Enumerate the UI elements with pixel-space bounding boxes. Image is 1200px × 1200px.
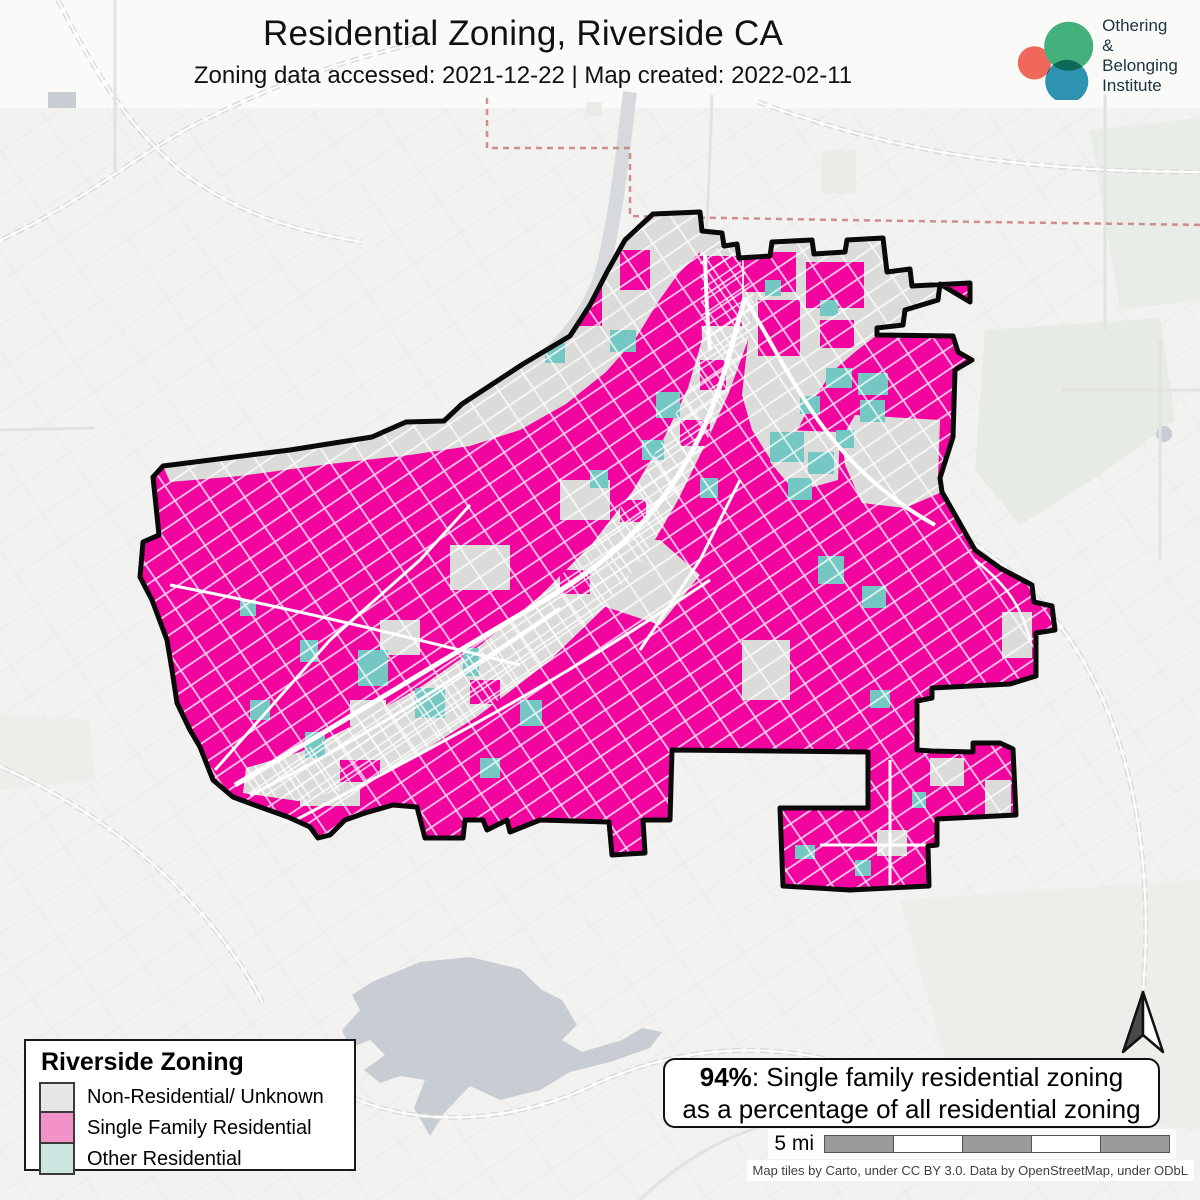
north-arrow bbox=[1116, 989, 1170, 1057]
legend-item-other-residential: Other Residential bbox=[26, 1144, 354, 1175]
scale-bar: 5 mi bbox=[768, 1129, 1176, 1159]
legend-item-non-residential: Non-Residential/ Unknown bbox=[26, 1082, 354, 1113]
map-attribution: Map tiles by Carto, under CC BY 3.0. Dat… bbox=[746, 1160, 1194, 1181]
stat-callout: 94%: Single family residential zoning as… bbox=[663, 1058, 1160, 1128]
major-roads bbox=[169, 254, 1032, 885]
scale-segment bbox=[893, 1136, 962, 1152]
legend-title: Riverside Zoning bbox=[41, 1048, 244, 1076]
legend-swatch-single-family bbox=[39, 1113, 75, 1144]
city-boundary bbox=[137, 209, 1058, 893]
logo-line-2: & Belonging bbox=[1102, 36, 1178, 75]
stat-text: : Single family residential zoning bbox=[751, 1062, 1124, 1092]
scale-segment bbox=[1100, 1136, 1169, 1152]
legend-swatch-other-residential bbox=[39, 1144, 75, 1175]
institute-logo: Othering & Belonging Institute bbox=[1006, 12, 1192, 100]
scale-label: 5 mi bbox=[774, 1132, 814, 1155]
basemap-light-band bbox=[0, 0, 1200, 108]
logo-line-3: Institute bbox=[1102, 76, 1162, 95]
north-arrow-icon bbox=[1121, 990, 1165, 1054]
legend-item-label: Non-Residential/ Unknown bbox=[87, 1086, 324, 1108]
logo-text: Othering & Belonging Institute bbox=[1102, 16, 1192, 96]
legend-item-label: Other Residential bbox=[87, 1148, 242, 1170]
stat-line-2: as a percentage of all residential zonin… bbox=[682, 1094, 1141, 1124]
legend-swatch-non-residential bbox=[39, 1082, 75, 1113]
scale-segment bbox=[1031, 1136, 1100, 1152]
venn-logo-icon bbox=[1017, 21, 1094, 100]
scale-segment bbox=[825, 1136, 893, 1152]
stat-line-1: 94%: Single family residential zoning bbox=[665, 1061, 1158, 1093]
legend-item-label: Single Family Residential bbox=[87, 1117, 312, 1139]
stat-value: 94% bbox=[699, 1062, 752, 1092]
downtown-street-grid bbox=[243, 246, 755, 801]
scale-track bbox=[824, 1135, 1170, 1153]
legend: Riverside Zoning Non-Residential/ Unknow… bbox=[24, 1039, 356, 1175]
legend-item-single-family: Single Family Residential bbox=[26, 1113, 354, 1144]
logo-line-1: Othering bbox=[1102, 16, 1168, 35]
scale-segment bbox=[962, 1136, 1031, 1152]
